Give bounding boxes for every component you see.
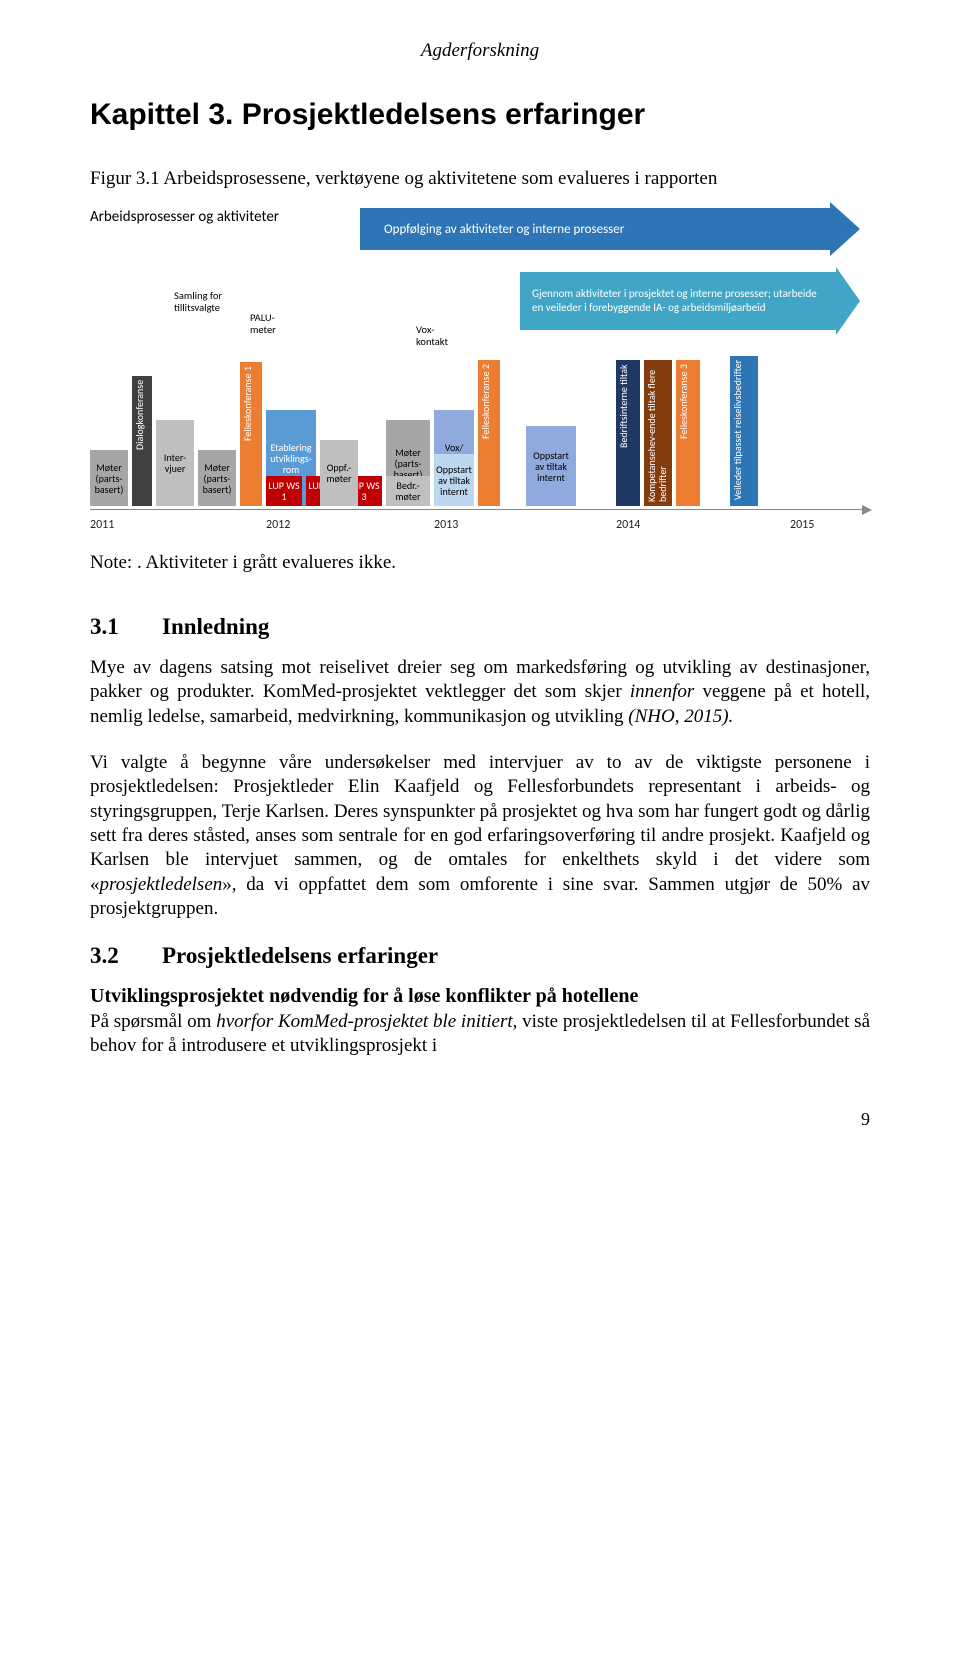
diagram-label: PALU- meter — [250, 312, 276, 336]
diagram-bar: Bedr.-møter — [386, 476, 430, 506]
section-heading-3-2: 3.2Prosjektledelsens erfaringer — [90, 943, 870, 969]
diagram-bar: Veileder tilpasset reiselivsbedrifter — [730, 356, 758, 506]
timeline-year: 2011 — [90, 518, 114, 532]
text-run: På spørsmål om — [90, 1011, 216, 1032]
arrow-head-icon — [830, 202, 860, 256]
arrow-head-icon — [836, 267, 860, 335]
arrow-guide-label: Gjennom aktiviteter i prosjektet og inte… — [520, 272, 836, 330]
figure-caption: Figur 3.1 Arbeidsprosessene, verktøyene … — [90, 168, 870, 190]
timeline-year: 2014 — [616, 518, 640, 532]
section-heading-3-1: 3.1Innledning — [90, 614, 870, 640]
italic-run: prosjektledelsen — [100, 874, 223, 895]
chapter-title: Kapittel 3. Prosjektledelsens erfaringer — [90, 98, 870, 132]
diagram-bar: Oppstart av tiltak internt — [434, 454, 474, 506]
arrow-guide: Gjennom aktiviteter i prosjektet og inte… — [520, 272, 860, 330]
process-diagram: Arbeidsprosesser og aktiviteter Oppfølgi… — [90, 208, 870, 538]
body-paragraph: På spørsmål om hvorfor KomMed-prosjektet… — [90, 1010, 870, 1059]
diagram-bar: LUP WS 1 — [266, 476, 302, 506]
diagram-bar: Dialogkonferanse — [132, 376, 152, 506]
arrow-followup-label: Oppfølging av aktiviteter og interne pro… — [360, 208, 830, 250]
citation: (NHO, 2015). — [628, 706, 733, 727]
body-paragraph: Mye av dagens satsing mot reiselivet dre… — [90, 656, 870, 729]
diagram-label: Samling for tillitsvalgte — [174, 290, 222, 314]
section-title: Innledning — [162, 614, 269, 639]
running-header: Agderforskning — [90, 40, 870, 62]
timeline-year: 2013 — [434, 518, 458, 532]
diagram-title: Arbeidsprosesser og aktiviteter — [90, 208, 279, 226]
diagram-bar: Bedriftsinterne tiltak — [616, 360, 640, 506]
timeline-year: 2015 — [790, 518, 814, 532]
diagram-bar: Oppstart av tiltak internt — [526, 426, 576, 506]
diagram-bar: Møter (parts-basert) — [198, 450, 236, 506]
diagram-bar: Oppf.-møter — [320, 440, 358, 506]
diagram-label: Vox- kontakt — [416, 324, 448, 348]
section-title: Prosjektledelsens erfaringer — [162, 943, 438, 968]
subsection-heading: Utviklingsprosjektet nødvendig for å løs… — [90, 985, 870, 1008]
italic-run: hvorfor KomMed-prosjektet ble initiert, — [216, 1011, 517, 1032]
diagram-bar: Felleskonferanse 1 — [240, 362, 262, 506]
diagram-bar: Felleskonferanse 2 — [478, 360, 500, 506]
diagram-bar: Felleskonferanse 3 — [676, 360, 700, 506]
italic-run: innenfor — [630, 681, 694, 702]
body-paragraph: Vi valgte å begynne våre undersøkelser m… — [90, 751, 870, 921]
arrow-followup: Oppfølging av aktiviteter og interne pro… — [360, 208, 860, 250]
figure-note: Note: . Aktiviteter i grått evalueres ik… — [90, 552, 870, 574]
timeline-axis — [90, 509, 870, 510]
diagram-bar: Kompetansehev-ende tiltak flere bedrifte… — [644, 360, 672, 506]
diagram-bar: Inter- vjuer — [156, 420, 194, 506]
timeline-year: 2012 — [266, 518, 290, 532]
page-number: 9 — [90, 1109, 870, 1130]
diagram-bar: Møter (parts-basert) — [90, 450, 128, 506]
section-number: 3.2 — [90, 943, 162, 969]
section-number: 3.1 — [90, 614, 162, 640]
